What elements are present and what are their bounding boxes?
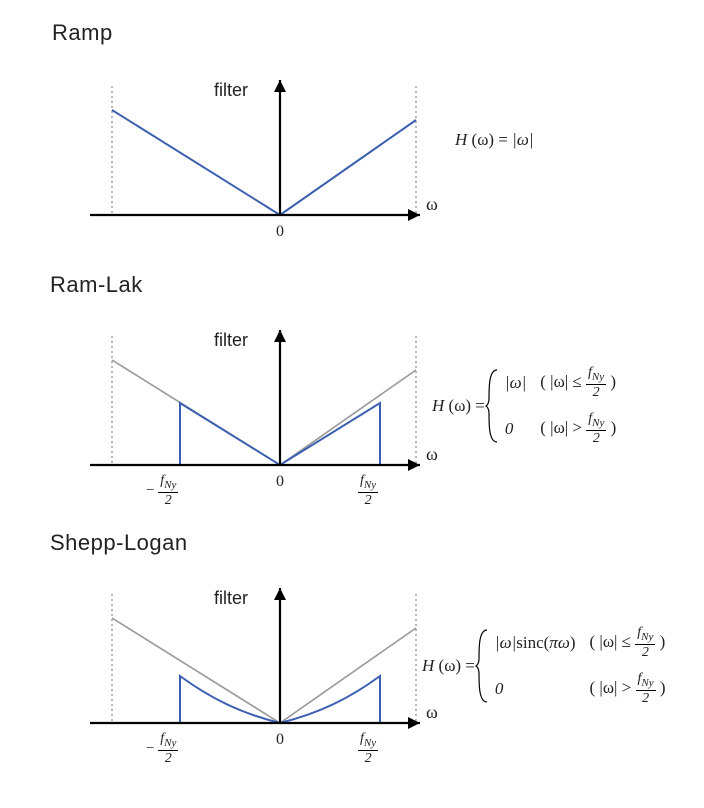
x-axis-label: ω [426,194,438,214]
y-axis-arrow [274,588,286,600]
ghost-ramp [112,618,416,723]
y-axis-label: filter [214,80,248,100]
axis-fraction-label: − fNy2 [146,732,178,766]
axis-fraction-label: − fNy2 [146,474,178,508]
panel-title-ram-lak: Ram-Lak [50,272,143,298]
y-axis-arrow [274,330,286,342]
equation: H (ω) = |ω| [455,130,534,150]
x-axis-arrow [408,717,420,729]
x-axis-arrow [408,209,420,221]
filter-curve [112,110,416,215]
plot-ramp: filter ω 0 [70,50,460,260]
axis-fraction-label: fNy2 [358,474,378,508]
tick-label: 0 [276,731,284,748]
plot-svg: filter ω 0 [70,50,460,260]
y-axis-arrow [274,80,286,92]
equation: H (ω) = |ω|sinc(πω)( |ω| ≤ fNy2 )0( |ω| … [422,620,666,712]
plot-ram-lak: filterω0 [70,300,470,540]
tick-label: 0 [276,473,284,490]
x-axis-arrow [408,459,420,471]
plot-shepp-logan: filterω0 [70,558,470,808]
y-axis-label: filter [214,588,248,608]
tick-label: 0 [276,223,284,240]
plot-svg: filterω0 [70,300,470,540]
ghost-ramp [112,360,416,465]
axis-fraction-label: fNy2 [358,732,378,766]
panel-title-ramp: Ramp [52,20,113,46]
plot-svg: filterω0 [70,558,470,808]
equation: H (ω) = |ω|( |ω| ≤ fNy2 )0( |ω| > fNy2 ) [432,360,616,452]
y-axis-label: filter [214,330,248,350]
panel-title-shepp-logan: Shepp-Logan [50,530,188,556]
